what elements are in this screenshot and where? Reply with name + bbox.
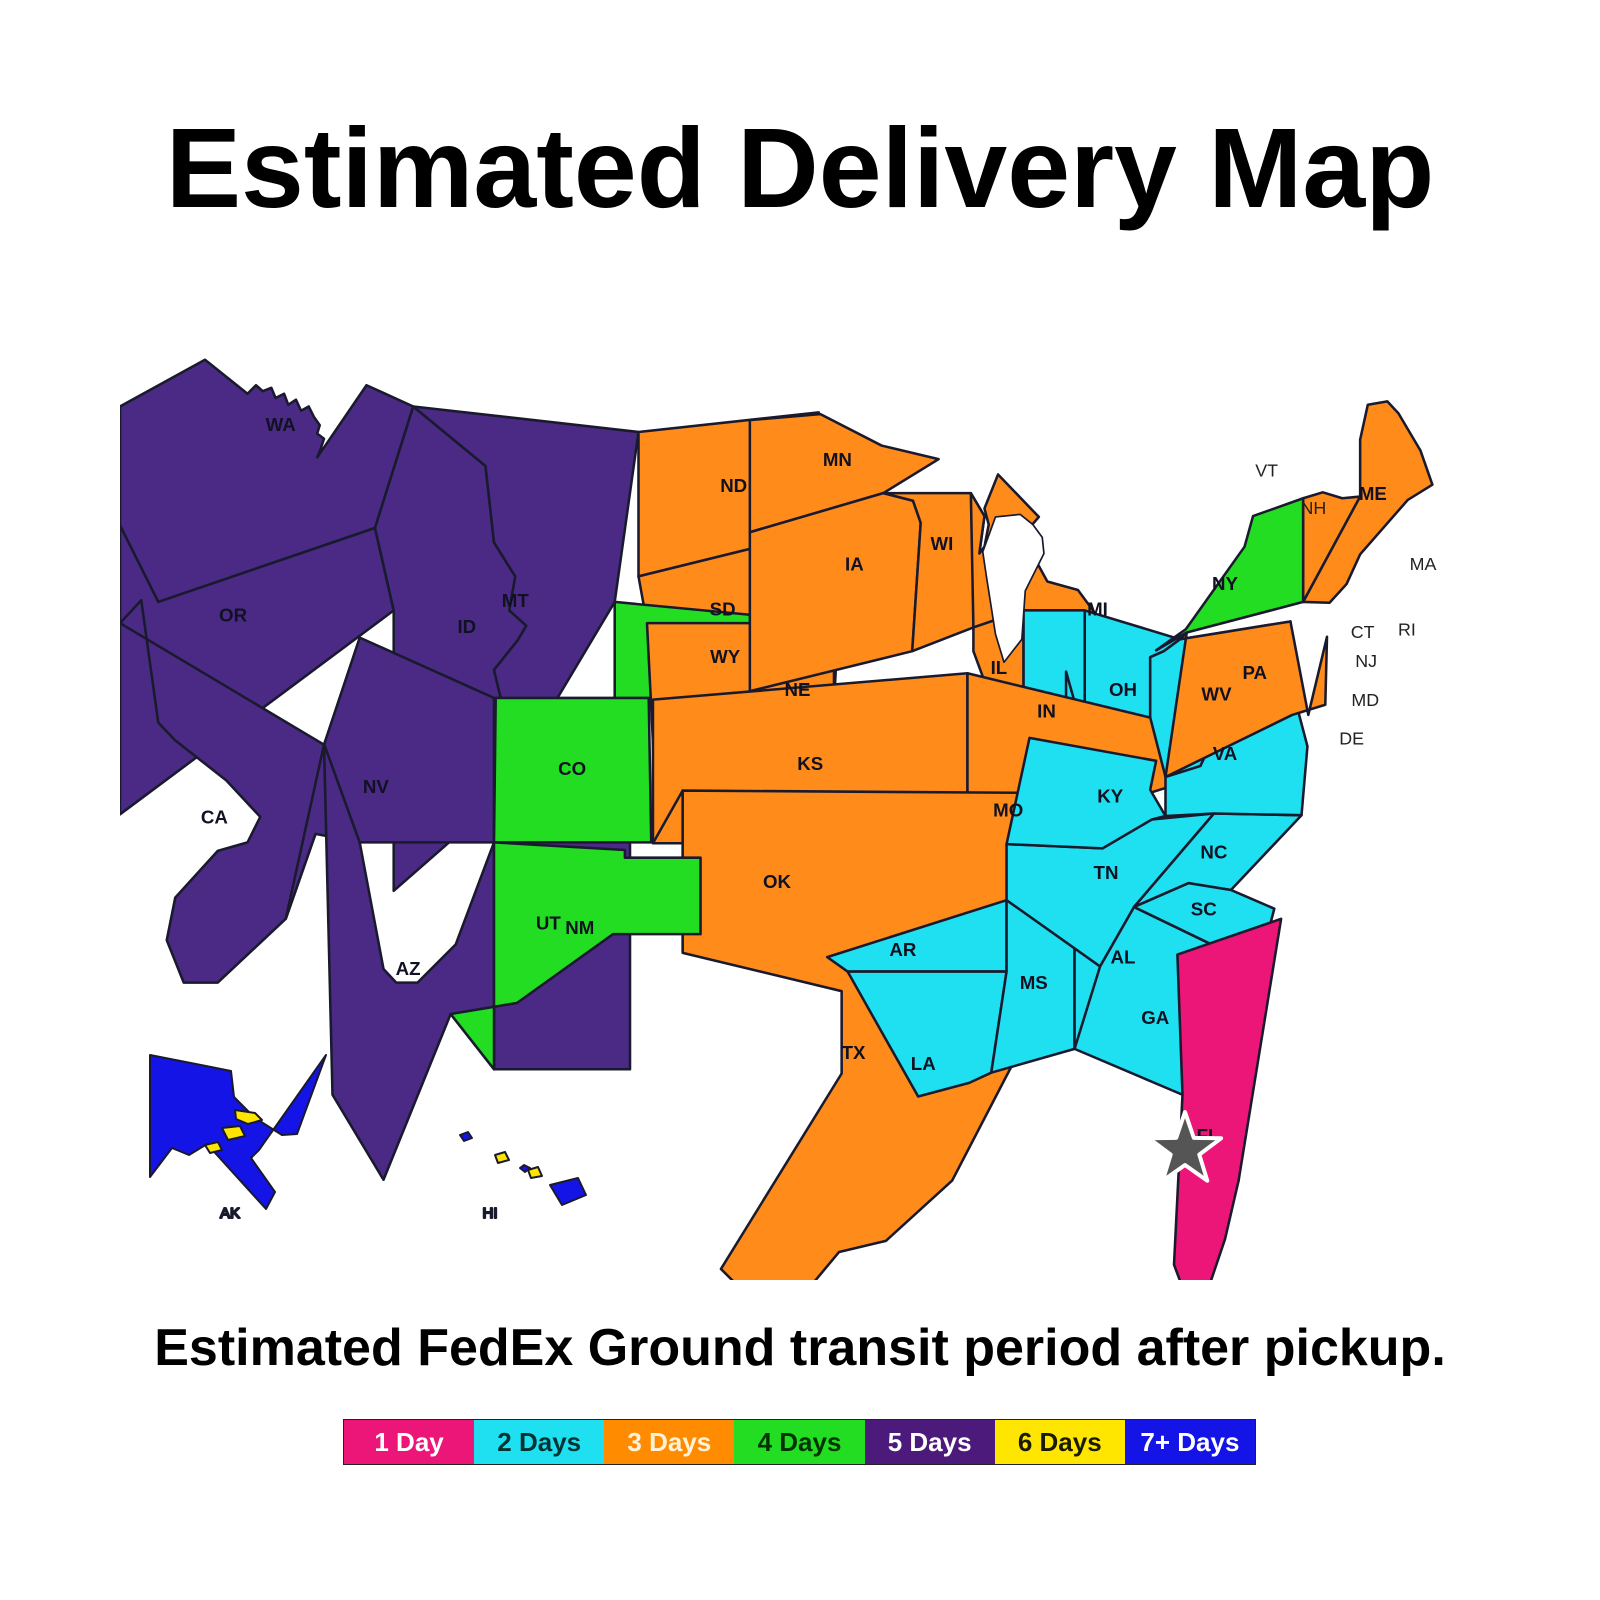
svg-text:NV: NV — [363, 776, 389, 797]
svg-text:KY: KY — [1097, 785, 1123, 806]
svg-text:TN: TN — [1094, 862, 1119, 883]
svg-text:RI: RI — [1398, 620, 1416, 640]
svg-text:IN: IN — [1037, 700, 1056, 721]
svg-text:NM: NM — [565, 917, 594, 938]
svg-text:WY: WY — [710, 646, 741, 667]
svg-text:GA: GA — [1141, 1007, 1169, 1028]
svg-text:NH: NH — [1301, 498, 1327, 518]
svg-text:DE: DE — [1339, 728, 1364, 748]
svg-text:NJ: NJ — [1355, 651, 1377, 671]
svg-text:OR: OR — [219, 604, 248, 625]
svg-text:CT: CT — [1351, 622, 1375, 642]
svg-text:FL: FL — [1197, 1125, 1220, 1146]
svg-text:VA: VA — [1213, 743, 1238, 764]
svg-text:ID: ID — [457, 616, 476, 637]
svg-text:UT: UT — [536, 913, 561, 934]
svg-text:WA: WA — [266, 414, 296, 435]
svg-text:AL: AL — [1111, 947, 1136, 968]
svg-text:SD: SD — [710, 598, 736, 619]
svg-text:MS: MS — [1020, 972, 1048, 993]
svg-text:PA: PA — [1242, 662, 1267, 683]
svg-text:IL: IL — [991, 657, 1008, 678]
svg-text:TX: TX — [842, 1042, 866, 1063]
svg-text:OK: OK — [763, 871, 792, 892]
svg-text:ND: ND — [720, 475, 747, 496]
svg-text:IA: IA — [845, 553, 864, 574]
svg-text:CA: CA — [201, 807, 228, 828]
svg-text:WI: WI — [931, 533, 954, 554]
svg-text:NY: NY — [1212, 573, 1238, 594]
svg-text:OH: OH — [1109, 679, 1137, 700]
svg-text:VT: VT — [1255, 461, 1278, 481]
svg-text:WV: WV — [1201, 683, 1232, 704]
svg-text:ME: ME — [1359, 483, 1387, 504]
svg-text:MO: MO — [993, 800, 1023, 821]
svg-text:CO: CO — [558, 758, 586, 779]
svg-text:MN: MN — [823, 449, 852, 470]
svg-text:MD: MD — [1351, 690, 1379, 710]
svg-text:NE: NE — [784, 679, 810, 700]
svg-text:MA: MA — [1410, 554, 1437, 574]
svg-text:NC: NC — [1200, 841, 1227, 862]
svg-text:SC: SC — [1191, 898, 1217, 919]
svg-text:MT: MT — [502, 590, 530, 611]
svg-text:KS: KS — [797, 753, 823, 774]
svg-text:AZ: AZ — [396, 958, 421, 979]
svg-text:LA: LA — [911, 1053, 936, 1074]
svg-text:AR: AR — [889, 939, 916, 960]
svg-text:MI: MI — [1087, 598, 1108, 619]
